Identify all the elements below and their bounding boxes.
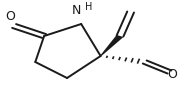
- Text: H: H: [85, 2, 93, 12]
- Text: O: O: [167, 68, 177, 80]
- Text: O: O: [5, 10, 15, 24]
- Polygon shape: [100, 35, 123, 56]
- Text: N: N: [72, 4, 82, 18]
